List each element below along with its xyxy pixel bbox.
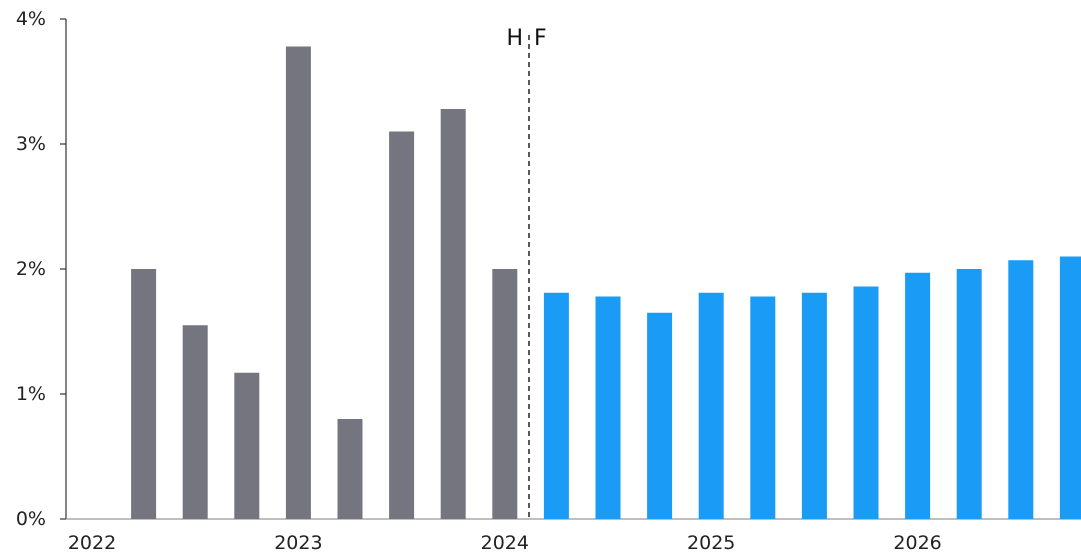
historical-bar xyxy=(337,419,363,519)
historical-bar xyxy=(234,372,260,519)
history-forecast-divider: H F xyxy=(506,26,547,519)
historical-bar xyxy=(440,109,466,519)
y-tick-label: 1% xyxy=(16,383,46,405)
x-tick-label: 2025 xyxy=(687,532,735,554)
y-tick-label: 2% xyxy=(16,258,46,280)
forecast-bar xyxy=(905,272,931,519)
historical-marker-label: H xyxy=(506,26,523,51)
forecast-bar xyxy=(595,296,621,519)
forecast-bar xyxy=(543,292,569,519)
historical-bar xyxy=(389,131,415,519)
x-tick-label: 2022 xyxy=(68,532,116,554)
y-axis: 0% 1% 2% 3% 4% xyxy=(16,8,67,530)
x-tick-label: 2023 xyxy=(274,532,322,554)
forecast-bar xyxy=(801,292,827,519)
forecast-bar xyxy=(956,269,982,519)
y-tick-label: 3% xyxy=(16,133,46,155)
x-axis: 2022 2023 2024 2025 2026 xyxy=(66,518,1081,554)
forecast-bar xyxy=(1008,260,1034,519)
forecast-bar xyxy=(698,292,724,519)
forecast-bar xyxy=(1059,256,1081,519)
y-tick-label: 4% xyxy=(16,8,46,30)
bars xyxy=(131,46,1081,519)
forecast-bar xyxy=(750,296,776,519)
historical-bar xyxy=(131,269,157,519)
forecast-bar xyxy=(853,286,879,519)
historical-bar xyxy=(492,269,518,519)
historical-bar xyxy=(182,325,208,519)
forecast-bar xyxy=(647,312,673,519)
x-tick-label: 2024 xyxy=(481,532,529,554)
y-tick-label: 0% xyxy=(16,508,46,530)
historical-bar xyxy=(285,46,311,519)
x-tick-label: 2026 xyxy=(893,532,941,554)
forecast-marker-label: F xyxy=(534,26,547,51)
